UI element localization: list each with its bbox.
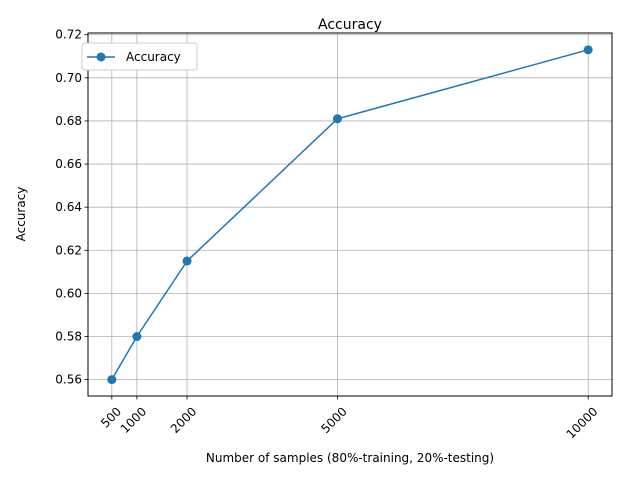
legend-box bbox=[81, 42, 198, 71]
series-line bbox=[111, 49, 589, 380]
data-point bbox=[107, 375, 117, 385]
y-tick-label: 0.56 bbox=[55, 373, 82, 387]
y-axis-label: Accuracy bbox=[14, 187, 28, 242]
x-tick-label: 2000 bbox=[168, 404, 199, 435]
y-tick-label: 0.70 bbox=[55, 71, 82, 85]
data-point bbox=[182, 256, 192, 266]
legend-marker bbox=[96, 52, 106, 62]
chart-title: Accuracy bbox=[318, 17, 382, 33]
series-group bbox=[107, 45, 593, 385]
y-tick-label: 0.60 bbox=[55, 286, 82, 300]
y-tick-label: 0.62 bbox=[55, 243, 82, 257]
y-tick-label: 0.66 bbox=[55, 157, 82, 171]
legend: Accuracy bbox=[81, 42, 198, 71]
grid bbox=[88, 33, 612, 396]
x-tick-label: 10000 bbox=[564, 404, 601, 441]
y-tick-label: 0.68 bbox=[55, 114, 82, 128]
y-tick-label: 0.72 bbox=[55, 28, 82, 42]
y-tick-label: 0.58 bbox=[55, 330, 82, 344]
data-point bbox=[583, 45, 593, 55]
y-tick-label: 0.64 bbox=[55, 200, 82, 214]
y-axis-ticks: 0.56 0.58 0.60 0.62 0.64 0.66 0.68 0.70 0.72 bbox=[55, 28, 88, 387]
plot-area-frame bbox=[87, 32, 613, 397]
x-tick-label: 5000 bbox=[318, 404, 349, 435]
data-point bbox=[332, 114, 342, 124]
legend-label: Accuracy bbox=[126, 50, 181, 64]
x-axis-label: Number of samples (80%-training, 20%-tes… bbox=[206, 451, 494, 465]
x-tick-label: 1000 bbox=[118, 404, 149, 435]
data-point bbox=[132, 332, 142, 342]
